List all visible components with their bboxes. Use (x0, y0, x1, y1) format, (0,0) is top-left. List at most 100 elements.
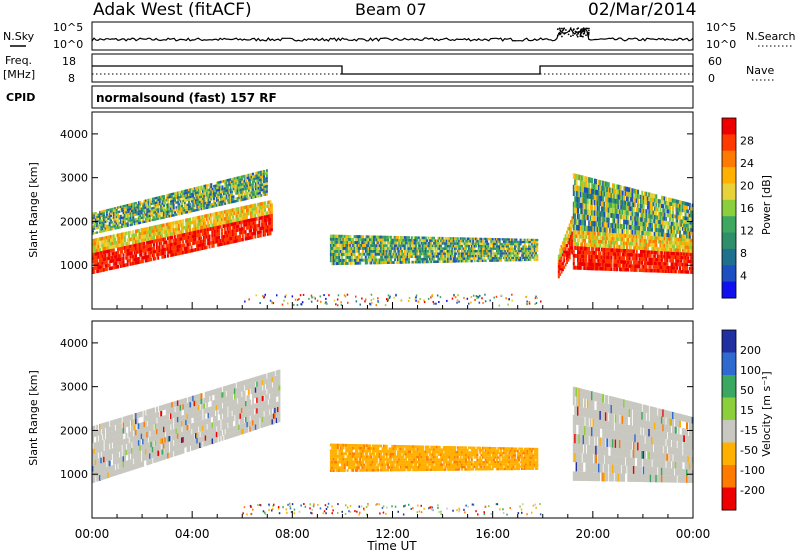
power-data-cell (437, 242, 440, 245)
power-data-cell (114, 258, 117, 263)
power-data-cell (625, 249, 628, 253)
power-data-cell (182, 197, 185, 200)
power-data-cell (561, 265, 564, 269)
power-data-cell (563, 256, 566, 260)
power-data-cell (403, 247, 406, 250)
power-data-cell (236, 224, 239, 229)
power-data-marks (92, 169, 694, 307)
power-data-cell (188, 198, 190, 201)
power-data-cell (214, 212, 216, 216)
power-data-cell (207, 203, 210, 207)
power-data-cell (188, 205, 190, 209)
power-data-cell (592, 258, 595, 263)
power-data-cell (241, 230, 244, 235)
power-data-cell (121, 239, 124, 244)
power-data-cell (454, 237, 456, 240)
power-data-cell (93, 216, 96, 219)
power-data-cell (178, 227, 180, 231)
power-data-cell (133, 202, 136, 205)
power-data-cell (185, 196, 188, 200)
power-data-cell (604, 259, 607, 264)
power-data-cell (579, 234, 582, 239)
power-data-cell (197, 229, 200, 234)
power-data-cell (603, 266, 606, 271)
power-data-cell (208, 186, 211, 189)
power-data-cell (331, 249, 334, 253)
power-data-cell (579, 265, 582, 270)
power-data-cell (212, 226, 215, 231)
power-data-cell (260, 188, 263, 192)
power-data-cell (498, 240, 501, 243)
power-data-cell (148, 226, 151, 230)
power-data-cell (115, 265, 118, 269)
power-data-cell (196, 244, 198, 248)
power-data-cell (161, 202, 164, 205)
power-data-cell (212, 230, 215, 234)
power-data-cell (245, 189, 247, 193)
power-data-cell (245, 197, 247, 201)
power-data-cell (264, 222, 266, 226)
power-data-cell (473, 254, 476, 258)
power-data-cell (516, 247, 519, 250)
power-data-cell (528, 256, 530, 259)
power-data-cell (533, 254, 536, 257)
power-data-cell (533, 256, 536, 259)
power-data-cell (582, 246, 585, 251)
power-data-cell (107, 242, 110, 247)
power-data-cell (172, 214, 175, 217)
power-data-cell (220, 203, 222, 206)
power-data-cell (343, 258, 346, 262)
power-data-cell (266, 214, 269, 219)
power-data-cell (224, 179, 227, 183)
power-data-cell (235, 197, 238, 200)
power-data-cell (334, 240, 337, 244)
power-data-cell (266, 204, 269, 208)
power-data-cell (121, 221, 124, 224)
power-data-cell (413, 244, 416, 248)
power-data-cell (620, 245, 623, 249)
power-data-cell (236, 207, 239, 211)
power-data-cell (211, 230, 214, 234)
power-data-cell (508, 249, 511, 253)
power-data-cell (501, 238, 504, 241)
power-data-cell (100, 212, 103, 215)
power-data-cell (261, 178, 264, 181)
power-data-cell (595, 255, 598, 259)
cpid-panel: CPID normalsound (fast) 157 RF (6, 85, 694, 109)
power-data-cell (523, 252, 526, 255)
power-data-cell (559, 262, 562, 265)
power-data-cell (200, 188, 203, 191)
power-data-cell (424, 257, 427, 261)
power-data-cell (158, 203, 161, 206)
power-data-cell (260, 194, 263, 197)
power-data-cell (185, 206, 188, 209)
power-data-cell (150, 219, 153, 222)
power-data-cell (110, 242, 112, 246)
power-data-cell (190, 207, 193, 210)
power-data-cell (623, 195, 626, 201)
power-data-cell (577, 261, 579, 266)
power-data-cell (182, 219, 185, 223)
power-data-cell (103, 221, 106, 224)
power-data-cell (470, 237, 473, 240)
power-data-cell (201, 229, 204, 233)
power-data-cell (240, 188, 243, 191)
power-data-cell (606, 259, 609, 264)
power-data-cell (222, 221, 225, 225)
power-data-cell (133, 218, 136, 221)
power-data-cell (256, 187, 259, 190)
power-data-cell (480, 257, 483, 260)
power-data-cell (160, 207, 163, 210)
power-data-cell (438, 249, 441, 253)
power-data-cell (265, 218, 268, 223)
power-data-cell (92, 217, 94, 220)
power-data-cell (254, 214, 257, 218)
power-data-cell (94, 255, 97, 260)
power-data-cell (236, 189, 239, 192)
power-data-cell (391, 255, 394, 259)
power-data-cell (341, 262, 344, 265)
power-data-cell (165, 210, 168, 214)
power-data-cell (578, 262, 581, 266)
power-data-cell (483, 247, 486, 250)
power-data-cell (105, 249, 108, 254)
